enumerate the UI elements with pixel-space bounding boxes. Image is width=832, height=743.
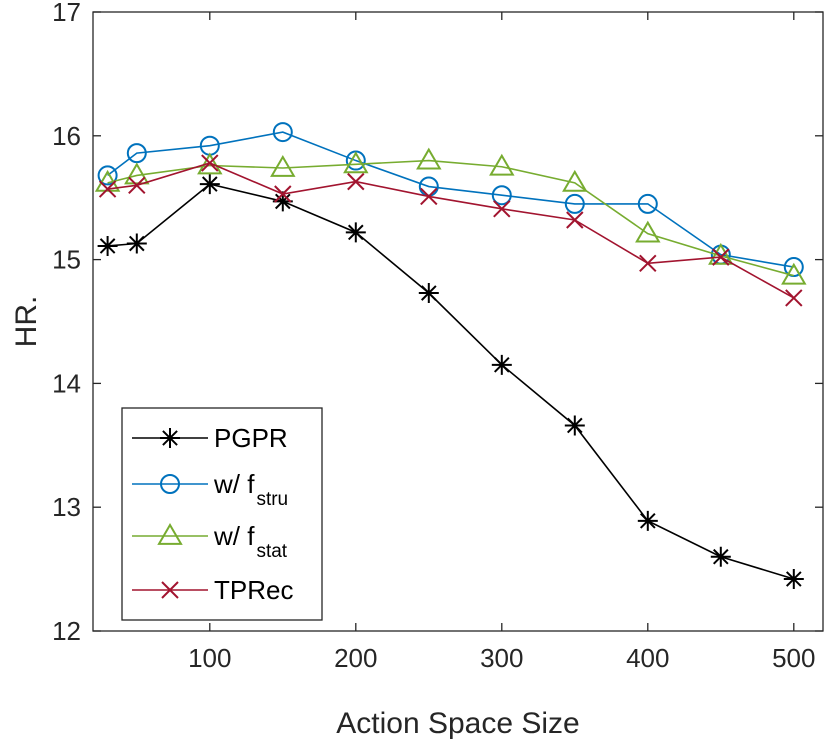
legend-label-main: w/ f	[213, 469, 255, 499]
data-point	[345, 222, 366, 243]
data-point	[637, 510, 658, 531]
x-tick-label: 500	[772, 643, 815, 673]
x-tick-label: 100	[188, 643, 231, 673]
series-group	[94, 122, 807, 590]
x-tick-label: 300	[480, 643, 523, 673]
data-point	[98, 180, 117, 198]
legend-label: PGPR	[214, 423, 288, 453]
y-tick-label: 12	[52, 616, 81, 646]
x-tick-label: 400	[626, 643, 669, 673]
data-point	[343, 151, 369, 174]
data-point	[274, 185, 292, 203]
data-point	[201, 154, 219, 172]
data-point	[97, 165, 118, 186]
data-point	[639, 254, 657, 273]
data-point	[199, 174, 220, 195]
legend-marker	[157, 523, 183, 545]
data-point	[270, 154, 296, 177]
legend-marker	[160, 428, 180, 448]
y-tick-label: 14	[52, 368, 81, 398]
data-point	[416, 147, 442, 170]
data-point	[562, 169, 588, 192]
data-point	[420, 187, 438, 206]
legend-box	[121, 407, 323, 621]
data-point	[126, 143, 147, 164]
y-tick-label: 17	[52, 0, 81, 27]
series-line	[107, 131, 794, 268]
legend-label-subscript: stat	[256, 541, 287, 562]
legend-entry-0: PGPR	[132, 423, 288, 453]
x-axis-title: Action Space Size	[336, 707, 579, 740]
legend-label: w/ fstat	[213, 521, 288, 562]
data-point	[637, 193, 658, 214]
legend-entry-1: w/ fstru	[132, 469, 288, 510]
data-point	[272, 191, 293, 212]
legend-label-main: TPRec	[214, 575, 293, 605]
data-point	[783, 257, 804, 278]
data-point	[491, 354, 512, 375]
data-point	[128, 176, 146, 195]
y-tick-label: 13	[52, 492, 81, 522]
legend-label-subscript: stru	[256, 489, 288, 510]
legend-label: TPRec	[214, 575, 293, 605]
y-axis-title: HR.	[10, 296, 43, 348]
series-2	[94, 147, 807, 285]
data-point	[418, 283, 439, 304]
data-point	[564, 193, 585, 214]
data-point	[783, 569, 804, 590]
legend-entry-2: w/ fstat	[132, 521, 288, 562]
data-point	[566, 211, 584, 229]
legend-marker	[160, 474, 180, 494]
data-point	[781, 262, 807, 285]
y-tick-label: 15	[52, 245, 81, 275]
legend-label-main: w/ f	[213, 521, 255, 551]
legend-entry-3: TPRec	[132, 575, 293, 605]
data-point	[97, 235, 118, 256]
data-point	[564, 415, 585, 436]
data-point	[94, 169, 121, 192]
data-point	[635, 220, 661, 243]
y-tick-label: 16	[52, 121, 81, 151]
data-point	[126, 233, 147, 254]
legend-label: w/ fstru	[213, 469, 288, 510]
data-point	[347, 172, 365, 191]
data-point	[708, 242, 734, 265]
legend-marker	[161, 581, 179, 599]
legend-label-main: PGPR	[214, 423, 288, 453]
data-point	[712, 248, 730, 266]
data-point	[491, 185, 512, 206]
data-point	[710, 546, 731, 567]
data-point	[489, 153, 515, 176]
data-point	[272, 122, 293, 143]
axes: 100 200 300 400 500 12 13 14 15 16 17	[52, 0, 823, 673]
series-line	[107, 159, 795, 277]
series-0	[97, 174, 804, 590]
x-tick-label: 200	[334, 643, 377, 673]
data-point	[493, 200, 511, 218]
series-3	[98, 154, 803, 307]
data-point	[785, 289, 803, 307]
data-point	[124, 162, 150, 185]
